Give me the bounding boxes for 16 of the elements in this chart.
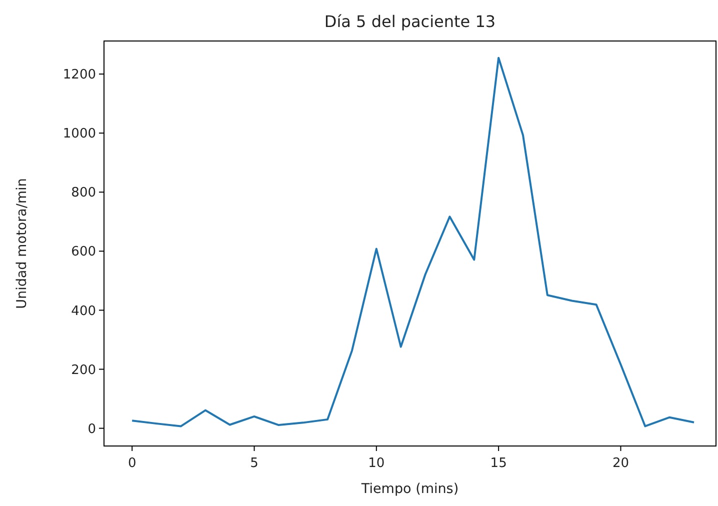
x-tick-label: 10 — [368, 456, 385, 471]
y-tick-label: 1000 — [62, 126, 96, 142]
x-tick-label: 0 — [128, 456, 136, 471]
x-tick-label: 15 — [490, 456, 507, 471]
x-tick-label: 5 — [250, 456, 258, 471]
x-axis-title: Tiempo (mins) — [360, 481, 459, 497]
x-tick-label: 20 — [612, 456, 629, 471]
y-tick-label: 600 — [71, 244, 96, 260]
chart-title: Día 5 del paciente 13 — [324, 12, 496, 31]
y-tick-label: 800 — [71, 186, 96, 201]
y-tick-label: 400 — [71, 304, 96, 319]
y-tick-label: 200 — [71, 362, 96, 378]
y-tick-label: 1200 — [62, 68, 96, 83]
y-axis-title: Unidad motora/min — [14, 178, 30, 309]
line-series — [131, 56, 696, 428]
y-tick-label: 0 — [88, 422, 96, 437]
